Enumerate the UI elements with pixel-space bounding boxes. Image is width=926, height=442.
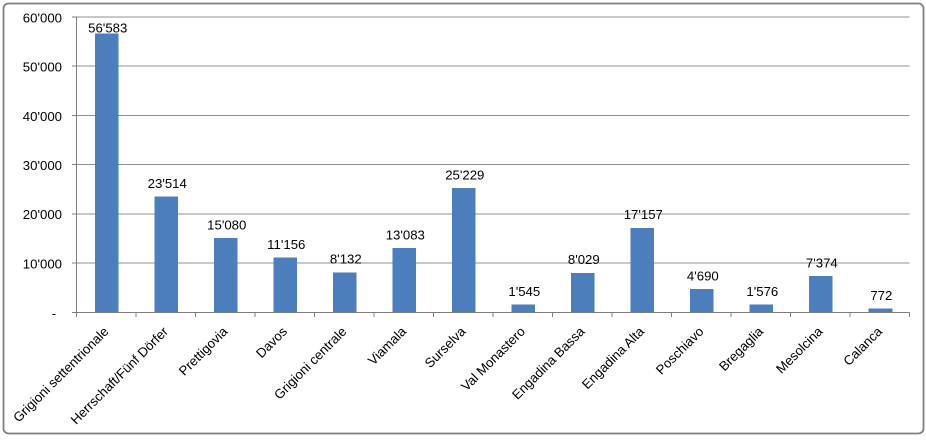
- svg-text:56'583: 56'583: [88, 21, 127, 36]
- svg-text:15'080: 15'080: [207, 217, 246, 232]
- svg-text:20'000: 20'000: [23, 207, 62, 222]
- svg-text:23'514: 23'514: [148, 176, 187, 191]
- svg-text:1'545: 1'545: [508, 284, 540, 299]
- svg-text:8'029: 8'029: [568, 252, 600, 267]
- svg-text:25'229: 25'229: [445, 167, 484, 182]
- svg-text:17'157: 17'157: [624, 207, 663, 222]
- svg-text:13'083: 13'083: [386, 227, 425, 242]
- svg-text:1'576: 1'576: [746, 284, 778, 299]
- svg-text:30'000: 30'000: [23, 158, 62, 173]
- svg-text:10'000: 10'000: [23, 256, 62, 271]
- svg-text:11'156: 11'156: [267, 237, 305, 252]
- svg-text:772: 772: [870, 288, 892, 303]
- svg-text:7'374: 7'374: [806, 255, 838, 270]
- svg-text:8'132: 8'132: [330, 252, 362, 267]
- svg-text:60'000: 60'000: [23, 10, 62, 25]
- svg-text:40'000: 40'000: [23, 109, 62, 124]
- svg-text:50'000: 50'000: [23, 60, 62, 75]
- svg-text:4'690: 4'690: [687, 269, 719, 284]
- svg-text:-: -: [52, 306, 56, 321]
